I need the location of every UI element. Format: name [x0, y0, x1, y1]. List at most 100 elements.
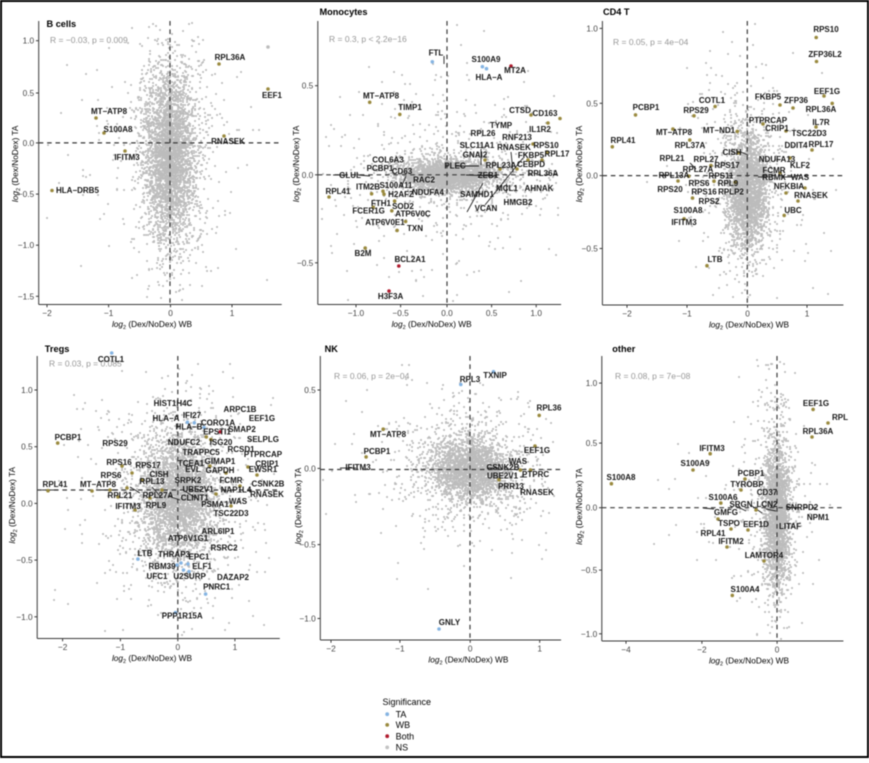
svg-text:RPL13: RPL13 [140, 477, 165, 486]
svg-text:SRPK2: SRPK2 [175, 476, 202, 485]
svg-text:RBM39: RBM39 [148, 562, 176, 571]
svg-text:RBMX: RBMX [762, 173, 786, 182]
svg-text:SAMHD1: SAMHD1 [460, 190, 494, 199]
svg-text:−0.5: −0.5 [18, 189, 35, 199]
svg-text:other: other [612, 344, 635, 354]
svg-text:log2 (Dex/NoDex) WB: log2 (Dex/NoDex) WB [709, 320, 790, 332]
svg-text:S100A6: S100A6 [709, 493, 738, 502]
svg-text:IFITM3: IFITM3 [345, 463, 371, 472]
svg-text:RPS29: RPS29 [102, 439, 128, 448]
svg-text:1: 1 [805, 309, 810, 319]
svg-text:CISH: CISH [149, 470, 168, 479]
svg-text:SRGN: SRGN [729, 500, 752, 509]
svg-text:CLINT1: CLINT1 [181, 494, 210, 503]
svg-text:CD37: CD37 [757, 488, 778, 497]
svg-text:RPL37A: RPL37A [675, 141, 706, 150]
svg-text:TXNIP: TXNIP [483, 371, 507, 380]
svg-text:1.0: 1.0 [586, 378, 598, 388]
svg-text:COTL1: COTL1 [699, 96, 726, 105]
svg-text:H3F3A: H3F3A [378, 292, 404, 301]
svg-text:PCBP1: PCBP1 [364, 447, 391, 456]
svg-text:RPL26: RPL26 [471, 129, 496, 138]
svg-text:S100A8: S100A8 [674, 206, 703, 215]
svg-text:TSPO: TSPO [718, 519, 740, 528]
svg-text:Both: Both [396, 731, 415, 741]
svg-text:CISH: CISH [722, 148, 741, 157]
svg-text:IFI27: IFI27 [183, 411, 202, 420]
svg-text:RNF213: RNF213 [502, 133, 532, 142]
svg-text:1.0: 1.0 [530, 308, 542, 318]
svg-text:RNASEK: RNASEK [211, 137, 245, 146]
svg-text:RPL41: RPL41 [43, 480, 68, 489]
svg-text:−0.5: −0.5 [581, 565, 598, 575]
svg-text:0: 0 [168, 308, 173, 318]
svg-text:log2 (Dex/NoDex) TA: log2 (Dex/NoDex) TA [10, 125, 22, 202]
svg-text:DAZAP2: DAZAP2 [217, 573, 250, 582]
svg-text:0.0: 0.0 [586, 171, 598, 181]
svg-text:RPL21: RPL21 [108, 491, 133, 500]
svg-text:0.0: 0.0 [302, 170, 314, 180]
svg-text:EEF1G: EEF1G [803, 399, 829, 408]
svg-text:EEF1: EEF1 [262, 91, 283, 100]
svg-text:S100A9: S100A9 [681, 459, 710, 468]
svg-text:1.0: 1.0 [21, 385, 33, 395]
svg-text:1: 1 [233, 642, 238, 652]
svg-text:S100A8: S100A8 [104, 125, 133, 134]
svg-text:MT−ATP8: MT−ATP8 [363, 92, 400, 101]
svg-text:1: 1 [230, 308, 235, 318]
svg-text:NK: NK [325, 344, 339, 354]
svg-text:RPS29: RPS29 [683, 106, 709, 115]
svg-text:R = 0.08, p = 7e−08: R = 0.08, p = 7e−08 [615, 371, 691, 381]
svg-text:HMGB2: HMGB2 [504, 198, 533, 207]
svg-text:1.0: 1.0 [586, 23, 598, 33]
svg-text:log2 (Dex/NoDex) TA: log2 (Dex/NoDex) TA [291, 125, 303, 202]
svg-text:CEBPD: CEBPD [517, 160, 545, 169]
svg-text:RPS6: RPS6 [101, 471, 122, 480]
svg-text:−4: −4 [621, 645, 631, 655]
svg-text:RPS17: RPS17 [714, 161, 740, 170]
svg-text:NDUFC2: NDUFC2 [168, 438, 201, 447]
svg-text:0: 0 [745, 309, 750, 319]
svg-text:CRIP1: CRIP1 [765, 124, 789, 133]
svg-text:CSNK2B: CSNK2B [487, 463, 520, 472]
svg-text:PPP1R15A: PPP1R15A [162, 612, 203, 621]
svg-text:KLF2: KLF2 [790, 161, 811, 170]
svg-text:SNRPD2: SNRPD2 [786, 503, 819, 512]
svg-text:0.0: 0.0 [586, 503, 598, 513]
svg-text:R = 0.03, p = 0.085: R = 0.03, p = 0.085 [49, 359, 122, 369]
svg-text:ELF1: ELF1 [192, 562, 212, 571]
svg-text:CSNK2B: CSNK2B [252, 480, 285, 489]
svg-text:−2: −2 [697, 645, 707, 655]
svg-text:TCEA1: TCEA1 [178, 459, 205, 468]
svg-text:FTH1: FTH1 [371, 199, 392, 208]
svg-text:−1.0: −1.0 [348, 308, 365, 318]
svg-text:EWSR1: EWSR1 [249, 465, 278, 474]
svg-text:RPS17: RPS17 [135, 461, 161, 470]
svg-text:PCBP1: PCBP1 [633, 103, 660, 112]
svg-text:1: 1 [537, 644, 542, 654]
svg-text:WAS: WAS [509, 457, 528, 466]
svg-text:RPS16: RPS16 [691, 187, 717, 196]
svg-text:WB: WB [396, 720, 411, 730]
svg-text:NDUFA4: NDUFA4 [412, 188, 445, 197]
svg-text:CTSD: CTSD [509, 106, 531, 115]
svg-text:ISG20: ISG20 [210, 438, 233, 447]
svg-text:RPL23A: RPL23A [486, 161, 517, 170]
svg-text:PCBP1: PCBP1 [367, 164, 394, 173]
svg-text:RPS11: RPS11 [709, 172, 734, 181]
svg-text:EVL: EVL [185, 465, 201, 474]
svg-text:log2 (Dex/NoDex) TA: log2 (Dex/NoDex) TA [7, 466, 19, 543]
svg-text:CORO1A: CORO1A [201, 418, 235, 427]
svg-text:R = −0.03, p = 0.009: R = −0.03, p = 0.009 [50, 35, 128, 45]
svg-text:UBC: UBC [784, 206, 802, 215]
svg-text:NAP1L4: NAP1L4 [221, 486, 252, 495]
svg-text:RPL17: RPL17 [809, 140, 834, 149]
svg-text:0: 0 [468, 644, 473, 654]
svg-text:RAC2: RAC2 [413, 176, 435, 185]
svg-text:TYROBP: TYROBP [730, 480, 764, 489]
svg-text:−1: −1 [395, 644, 405, 654]
svg-text:FKBP5: FKBP5 [518, 151, 545, 160]
svg-text:log2 (Dex/NoDex) TA: log2 (Dex/NoDex) TA [574, 125, 586, 202]
svg-text:EEF1G: EEF1G [814, 87, 840, 96]
svg-text:IFITM3: IFITM3 [114, 153, 140, 162]
